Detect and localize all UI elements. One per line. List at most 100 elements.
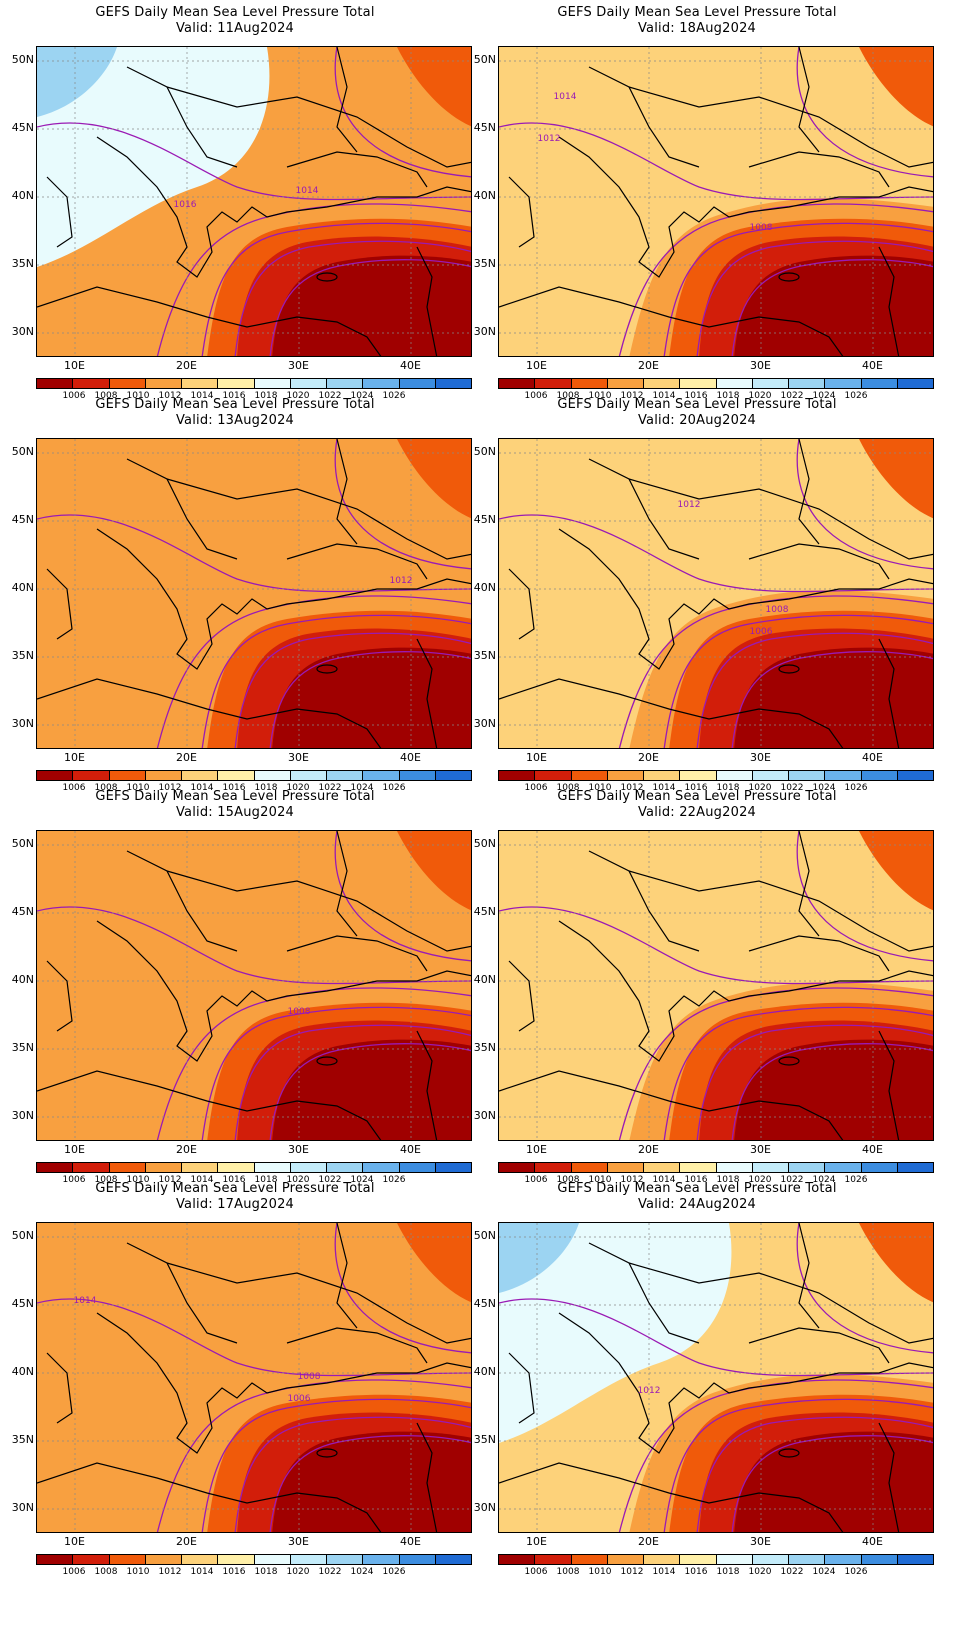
colorbar-swatch (290, 1163, 327, 1172)
colorbar-label: 1022 (318, 1175, 342, 1185)
colorbar-swatch (752, 771, 789, 780)
contour-label: 1014 (74, 1296, 97, 1306)
colorbar-swatch (499, 379, 536, 388)
colorbar-label: 1008 (556, 1567, 580, 1577)
colorbar-label: 1020 (286, 783, 310, 793)
colorbar-label: 1020 (748, 783, 772, 793)
lat-label: 40N (11, 1365, 34, 1378)
colorbar-swatch (37, 379, 74, 388)
colorbar-swatch (752, 379, 789, 388)
colorbar-label: 1018 (254, 1567, 278, 1577)
lon-label: 30E (750, 359, 771, 372)
colorbar-swatch (290, 1555, 327, 1564)
lat-label: 40N (11, 973, 34, 986)
lon-label: 40E (400, 751, 421, 764)
colorbar-label: 1016 (222, 1175, 246, 1185)
lat-label: 45N (11, 513, 34, 526)
colorbar-label: 1012 (620, 391, 644, 401)
panel-valid-date: Valid: 11Aug2024 (175, 21, 295, 36)
colorbar-label: 1014 (652, 783, 676, 793)
pressure-field: 1008 (37, 831, 471, 1140)
colorbar (36, 1162, 472, 1173)
colorbar-label: 1024 (350, 1567, 374, 1577)
pressure-field: 1012 (499, 1223, 933, 1532)
contour-label: 1012 (638, 1386, 661, 1396)
lon-label: 10E (64, 1535, 85, 1548)
colorbar-label: 1026 (844, 1567, 868, 1577)
colorbar-label: 1024 (812, 1175, 836, 1185)
panel-title: GEFS Daily Mean Sea Level Pressure Total (95, 789, 375, 804)
panel-title: GEFS Daily Mean Sea Level Pressure Total (557, 397, 837, 412)
colorbar-label: 1016 (222, 1567, 246, 1577)
lon-label: 30E (750, 1143, 771, 1156)
colorbar-swatch (399, 771, 436, 780)
colorbar-swatch (861, 1163, 898, 1172)
lat-label: 45N (473, 905, 496, 918)
colorbar-swatch (327, 771, 364, 780)
colorbar-swatch (109, 379, 146, 388)
colorbar-label: 1016 (684, 391, 708, 401)
colorbar-label: 1026 (382, 1567, 406, 1577)
colorbar-swatch (435, 771, 471, 780)
contour-label: 1008 (288, 1007, 311, 1017)
colorbar-label: 1010 (588, 1175, 612, 1185)
lon-label: 10E (64, 751, 85, 764)
colorbar-swatch (571, 379, 608, 388)
colorbar-swatch (254, 1555, 291, 1564)
colorbar-swatch (499, 771, 536, 780)
lat-label: 35N (11, 1041, 34, 1054)
colorbar-swatch (145, 771, 182, 780)
colorbar-swatch (435, 1163, 471, 1172)
contour-label: 1006 (288, 1394, 311, 1404)
colorbar-label: 1006 (62, 1567, 86, 1577)
colorbar-label: 1008 (556, 783, 580, 793)
lat-label: 30N (473, 1501, 496, 1514)
pressure-field: 1014 1008 1006 (37, 1223, 471, 1532)
colorbar-swatch (363, 771, 400, 780)
lat-label: 35N (11, 257, 34, 270)
colorbar-swatch (644, 379, 681, 388)
lat-label: 50N (473, 1229, 496, 1242)
colorbar-swatch (789, 379, 826, 388)
colorbar-swatch (716, 1555, 753, 1564)
colorbar-label: 1026 (844, 1175, 868, 1185)
colorbar-swatch (109, 771, 146, 780)
colorbar-label: 1014 (190, 1567, 214, 1577)
lat-label: 45N (473, 1297, 496, 1310)
lat-label: 30N (11, 1501, 34, 1514)
colorbar-swatch (73, 1163, 110, 1172)
contour-label: 1012 (678, 500, 701, 510)
colorbar-swatch (182, 1555, 219, 1564)
colorbar-label: 1008 (556, 1175, 580, 1185)
colorbar-label: 1018 (254, 783, 278, 793)
panel-title: GEFS Daily Mean Sea Level Pressure Total (95, 1181, 375, 1196)
colorbar-label: 1010 (126, 391, 150, 401)
panel-valid-date: Valid: 17Aug2024 (175, 1197, 295, 1212)
lat-label: 40N (11, 189, 34, 202)
colorbar-swatch (535, 1555, 572, 1564)
colorbar (36, 1554, 472, 1565)
colorbar-label: 1026 (382, 783, 406, 793)
lat-label: 50N (11, 445, 34, 458)
lon-label: 10E (64, 1143, 85, 1156)
colorbar-label: 1014 (652, 1175, 676, 1185)
lat-label: 35N (473, 649, 496, 662)
colorbar-swatch (182, 379, 219, 388)
colorbar-swatch (607, 379, 644, 388)
colorbar-label: 1016 (684, 1567, 708, 1577)
colorbar-label: 1020 (748, 1567, 772, 1577)
colorbar-swatch (145, 1555, 182, 1564)
lon-label: 40E (862, 1143, 883, 1156)
lat-label: 30N (11, 325, 34, 338)
pressure-map (498, 830, 934, 1141)
colorbar-swatch (218, 771, 255, 780)
colorbar-label: 1018 (716, 1175, 740, 1185)
colorbar-label: 1024 (350, 1175, 374, 1185)
colorbar-swatch (399, 1555, 436, 1564)
contour-label: 1014 (554, 92, 577, 102)
lat-label: 40N (473, 189, 496, 202)
colorbar-label: 1012 (158, 391, 182, 401)
colorbar (498, 1554, 934, 1565)
colorbar-swatch (825, 1163, 862, 1172)
map-panel: GEFS Daily Mean Sea Level Pressure Total… (462, 784, 934, 1185)
